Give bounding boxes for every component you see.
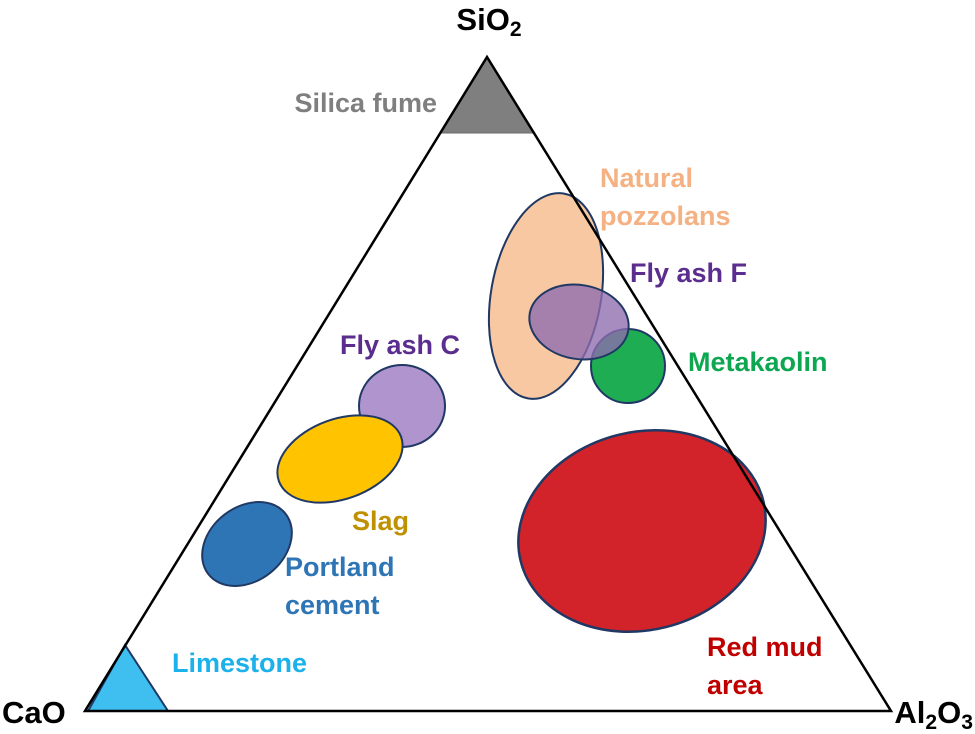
triangle-fill <box>85 57 891 711</box>
region-fly-ash-f <box>528 283 630 361</box>
region-silica-fume <box>439 57 535 134</box>
region-portland-cement <box>201 501 293 587</box>
region-slag <box>276 414 404 504</box>
region-red-mud <box>517 429 767 633</box>
triangle-outline <box>82 54 894 713</box>
